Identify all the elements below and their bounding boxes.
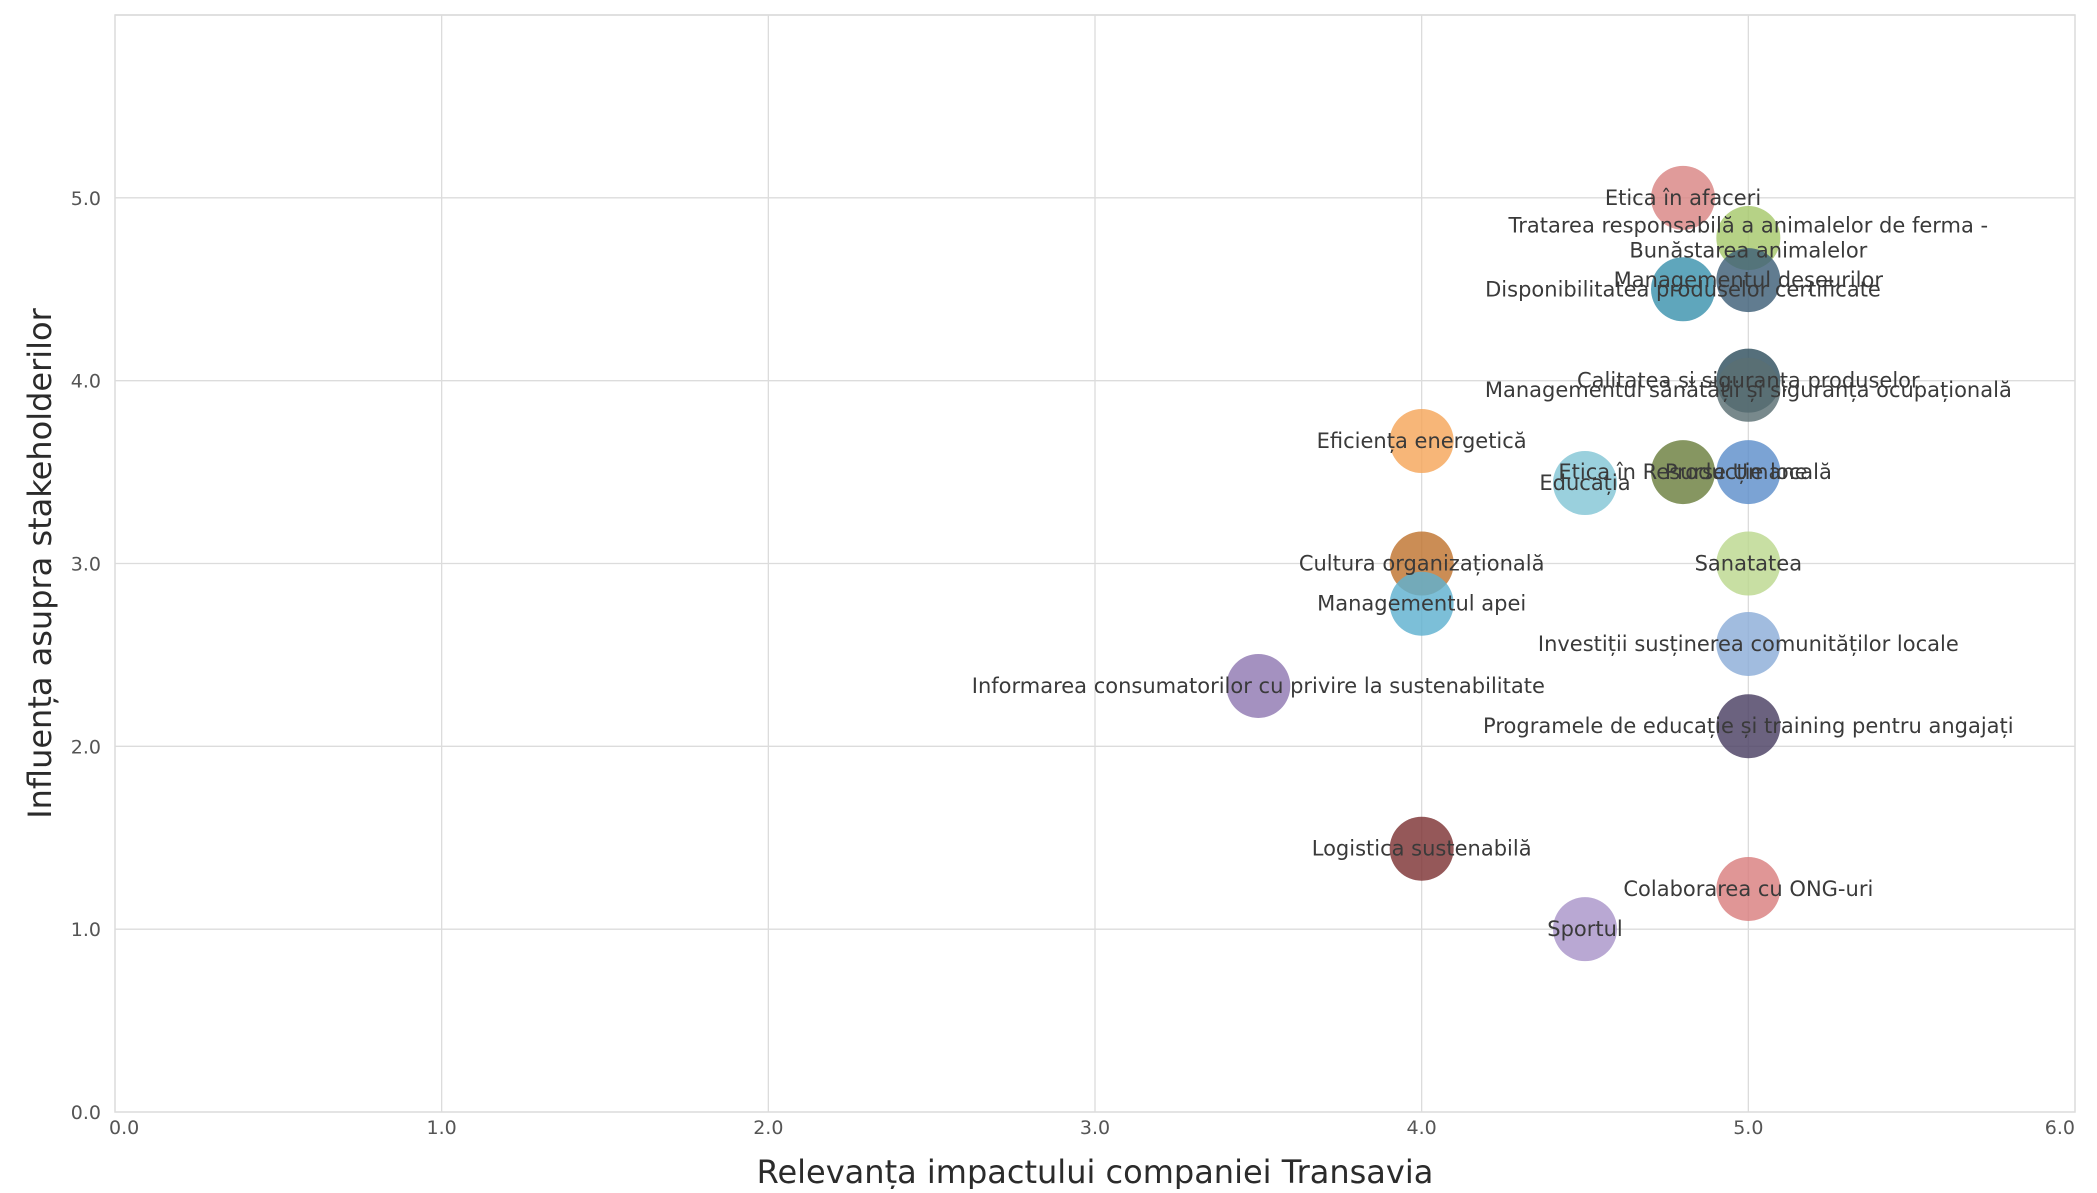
data-point — [1651, 257, 1715, 322]
data-point-label: Etica în Resurse Umane — [1558, 460, 1807, 484]
data-point-label: Producție locală — [1665, 460, 1832, 484]
x-tick-label: 2.0 — [753, 1117, 783, 1139]
data-point — [1716, 248, 1781, 313]
data-point-label: Logistica sustenabilă — [1312, 837, 1532, 861]
x-tick-label: 0.0 — [109, 1117, 139, 1139]
data-point — [1651, 165, 1715, 230]
data-point — [1716, 611, 1781, 676]
x-tick-label: 1.0 — [427, 1117, 457, 1139]
data-point-label-line: Tratarea responsabilă a animalelor de fe… — [1508, 214, 1989, 238]
data-point-label: Informarea consumatorilor cu privire la … — [972, 674, 1545, 698]
data-point-label: Educația — [1539, 471, 1630, 495]
y-tick-label: 5.0 — [71, 188, 101, 210]
data-point-label: Investiții susținerea comunităților loca… — [1538, 632, 1959, 656]
data-point-label: Sportul — [1547, 917, 1623, 941]
data-point-label: Cultura organizațională — [1299, 552, 1545, 576]
data-point-label: Etica în afaceri — [1605, 186, 1761, 210]
x-tick-label: 3.0 — [1080, 1117, 1110, 1139]
y-tick-label: 1.0 — [71, 919, 101, 941]
tick-labels: 0.0 1.0 2.0 3.0 4.0 5.0 6.0 0.0 1.0 2.0 3.0 4.0 5.0 — [71, 188, 2075, 1139]
data-point — [1651, 440, 1715, 505]
data-point — [1389, 571, 1454, 636]
y-tick-label: 0.0 — [71, 1102, 101, 1124]
y-axis-title: Influența asupra stakeholderilor — [21, 307, 59, 818]
data-point — [1389, 816, 1454, 881]
data-point-label: Managementul apei — [1317, 592, 1526, 616]
y-tick-label: 2.0 — [71, 736, 101, 758]
data-point — [1389, 409, 1454, 474]
data-point-label: Programele de educație și training pentr… — [1483, 714, 2014, 738]
x-axis-title: Relevanța impactului companiei Transavia — [757, 1153, 1434, 1189]
data-point-label: Disponibilitatea produselor certificate — [1485, 277, 1881, 301]
data-point-label: Tratarea responsabilă a animalelor de fe… — [1508, 214, 1989, 263]
point-labels: Etica în afaceri Tratarea responsabilă a … — [972, 186, 2014, 941]
data-point-label-line: Bunăstarea animalelor — [1629, 239, 1867, 263]
data-point — [1226, 653, 1291, 718]
data-point — [1716, 357, 1781, 422]
data-point — [1716, 694, 1781, 759]
data-point-label: Calitatea și siguranța produselor — [1577, 369, 1920, 393]
data-point-label: Sanatatea — [1695, 552, 1803, 576]
y-tick-label: 3.0 — [71, 554, 101, 576]
data-point — [1716, 531, 1781, 596]
data-point-label: Colaborarea cu ONG-uri — [1623, 877, 1873, 901]
data-point — [1716, 856, 1781, 921]
x-tick-label: 6.0 — [2045, 1117, 2075, 1139]
data-point-label: Eficiența energetică — [1317, 429, 1527, 453]
data-point — [1553, 451, 1617, 516]
x-tick-label: 5.0 — [1733, 1117, 1763, 1139]
x-tick-label: 4.0 — [1407, 1117, 1437, 1139]
data-point-label: Managementul deșeurilor — [1614, 268, 1884, 292]
data-point-label: Managementul sănătății și siguranța ocup… — [1485, 378, 2012, 402]
y-tick-label: 4.0 — [71, 371, 101, 393]
data-points — [1226, 165, 1781, 962]
data-point — [1716, 440, 1781, 505]
data-point — [1553, 897, 1617, 962]
